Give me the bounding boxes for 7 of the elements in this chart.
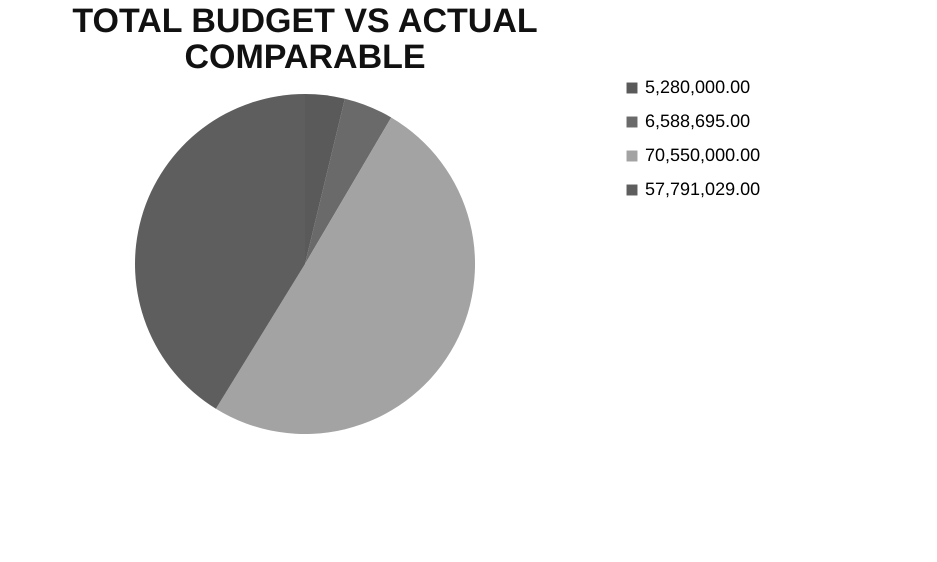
legend-label: 6,588,695.00 bbox=[645, 111, 750, 131]
text: COMPARABLE bbox=[184, 38, 426, 76]
text: TOTAL BUDGET VS ACTUAL bbox=[72, 2, 538, 40]
legend-label: 5,280,000.00 bbox=[645, 77, 750, 97]
legend-label: 70,550,000.00 bbox=[645, 145, 760, 165]
legend-label: 57,791,029.00 bbox=[645, 179, 760, 199]
pie-slice bbox=[216, 117, 475, 434]
